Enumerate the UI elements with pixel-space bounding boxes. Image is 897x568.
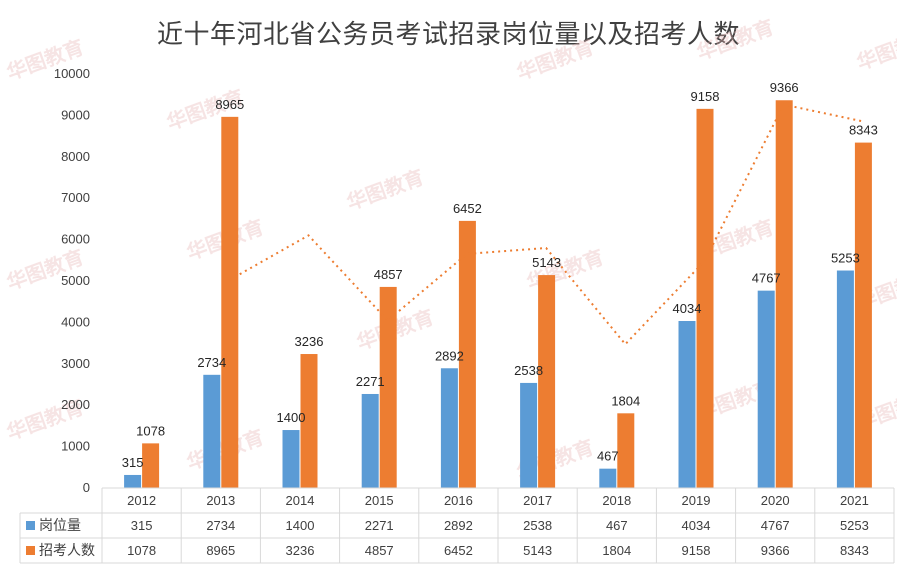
data-label: 6452 [453,201,482,216]
x-tick-label: 2017 [523,493,552,508]
data-label: 1400 [277,410,306,425]
table-cell: 2892 [444,518,473,533]
data-label: 315 [122,455,144,470]
table-cell: 2271 [365,518,394,533]
x-tick-label: 2015 [365,493,394,508]
trendline-layer [228,103,864,346]
y-axis: 0 1000 2000 3000 4000 5000 6000 7000 8000 9000 100… [54,66,90,495]
watermark-text: 华图教育 [344,165,427,215]
bar-岗位量 [440,368,458,488]
data-label: 467 [597,449,619,464]
bar-岗位量 [124,474,142,488]
data-label: 9366 [770,80,799,95]
x-tick-label: 2018 [602,493,631,508]
y-tick-label: 3000 [61,356,90,371]
legend-label: 招考人数 [39,543,95,559]
table-cell: 1078 [127,543,156,558]
data-label: 2271 [356,374,385,389]
data-label: 5253 [831,251,860,266]
table-cell: 1804 [602,543,631,558]
y-tick-label: 0 [83,480,90,495]
table-cell: 9158 [682,543,711,558]
data-table: 2012 2013 2014 2015 2016 2017 2018 2019 2020 2021… [19,487,895,564]
x-tick-label: 2014 [286,493,315,508]
legend-label: 岗位量 [39,518,81,534]
bar-招考人数 [617,413,635,488]
y-tick-label: 8000 [61,149,90,164]
table-cell: 467 [606,518,628,533]
bar-招考人数 [854,142,872,488]
table-cell: 2734 [206,518,235,533]
bar-岗位量 [520,382,538,488]
x-tick-label: 2012 [127,493,156,508]
bar-招考人数 [300,354,318,488]
data-label: 4857 [374,267,403,282]
table-cell: 8965 [206,543,235,558]
bar-招考人数 [696,108,714,489]
bar-岗位量 [599,468,617,488]
data-label: 2734 [197,355,226,370]
data-label: 8343 [849,123,878,138]
y-tick-label: 7000 [61,190,90,205]
table-cell: 8343 [840,543,869,558]
table-cell: 5253 [840,518,869,533]
y-tick-label: 5000 [61,273,90,288]
bar-招考人数 [775,100,793,489]
bar-招考人数 [221,116,239,488]
y-tick-label: 6000 [61,232,90,247]
trendline [228,103,864,346]
table-cell: 2538 [523,518,552,533]
x-tick-label: 2021 [840,493,869,508]
table-cell: 315 [131,518,153,533]
bar-岗位量 [203,374,221,488]
data-label: 4767 [752,271,781,286]
bar-招考人数 [538,275,556,488]
y-tick-label: 4000 [61,314,90,329]
bar-岗位量 [282,430,300,488]
y-tick-label: 9000 [61,107,90,122]
bars-layer [124,100,872,489]
x-tick-label: 2019 [682,493,711,508]
y-tick-label: 10000 [54,66,90,81]
data-label: 1078 [136,423,165,438]
bar-招考人数 [379,286,397,488]
x-tick-label: 2013 [206,493,235,508]
bar-招考人数 [458,220,476,488]
legend-swatch [26,521,35,530]
legend-swatch [26,546,35,555]
data-label: 2892 [435,348,464,363]
data-labels-layer: 315 1078 2734 8965 1400 3236 2271 4857 2892 6452 2… [122,80,878,470]
data-label: 2538 [514,363,543,378]
chart-title: 近十年河北省公务员考试招录岗位量以及招考人数 [156,20,740,50]
data-label: 1804 [611,393,640,408]
table-cell: 5143 [523,543,552,558]
data-label: 5143 [532,255,561,270]
x-tick-label: 2016 [444,493,473,508]
bar-招考人数 [142,443,160,488]
data-label: 3236 [295,334,324,349]
y-tick-label: 1000 [61,439,90,454]
table-cell: 4857 [365,543,394,558]
y-tick-label: 2000 [61,397,90,412]
table-cell: 6452 [444,543,473,558]
table-cell: 9366 [761,543,790,558]
bar-岗位量 [757,290,775,488]
table-cell: 4034 [682,518,711,533]
bar-岗位量 [678,320,696,488]
watermark-text: 华图教育 [854,25,897,75]
data-label: 8965 [215,97,244,112]
data-label: 4034 [673,301,702,316]
table-cell: 1400 [286,518,315,533]
watermark-text: 华图教育 [514,35,597,85]
watermark-text: 华图教育 [694,15,777,65]
data-label: 9158 [691,89,720,104]
bar-岗位量 [361,393,379,488]
table-cell: 4767 [761,518,790,533]
table-cell: 3236 [286,543,315,558]
x-tick-label: 2020 [761,493,790,508]
bar-岗位量 [836,270,854,488]
